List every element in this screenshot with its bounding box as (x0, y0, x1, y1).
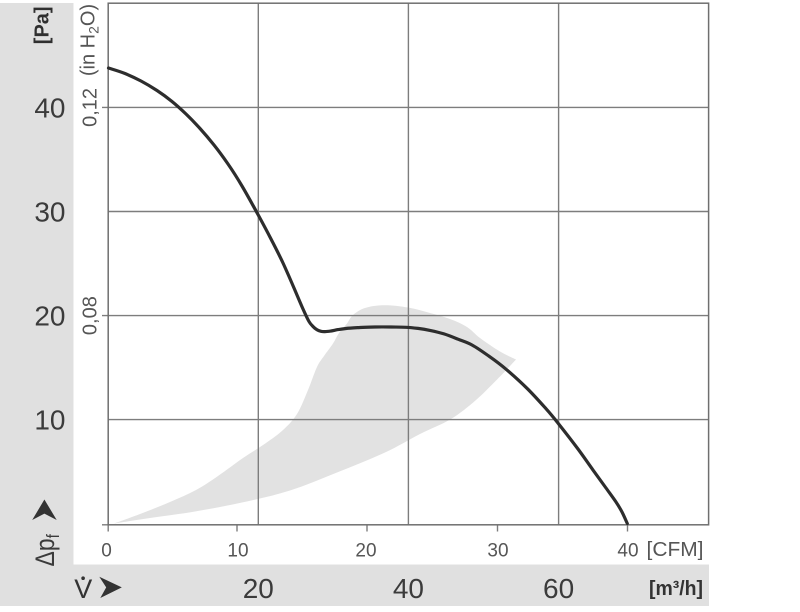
svg-text:40: 40 (393, 573, 424, 604)
svg-text:30: 30 (34, 197, 65, 228)
svg-text:20: 20 (355, 541, 376, 562)
svg-text:V: V (74, 574, 92, 604)
svg-text:0,12: 0,12 (80, 88, 102, 127)
svg-text:20: 20 (34, 301, 65, 332)
svg-text:[m³/h]: [m³/h] (649, 578, 703, 600)
svg-text:40: 40 (34, 93, 65, 124)
svg-text:0: 0 (101, 541, 112, 562)
svg-text:(in H2O): (in H2O) (78, 4, 102, 76)
svg-text:[CFM]: [CFM] (647, 539, 704, 561)
svg-text:30: 30 (487, 541, 508, 562)
svg-text:20: 20 (243, 573, 274, 604)
svg-text:[Pa]: [Pa] (32, 6, 54, 44)
svg-text:10: 10 (227, 541, 248, 562)
svg-text:60: 60 (543, 573, 574, 604)
svg-text:10: 10 (34, 405, 65, 436)
svg-text:40: 40 (617, 541, 638, 562)
svg-text:0,08: 0,08 (80, 296, 102, 335)
svg-text:Δpf: Δpf (30, 534, 63, 567)
